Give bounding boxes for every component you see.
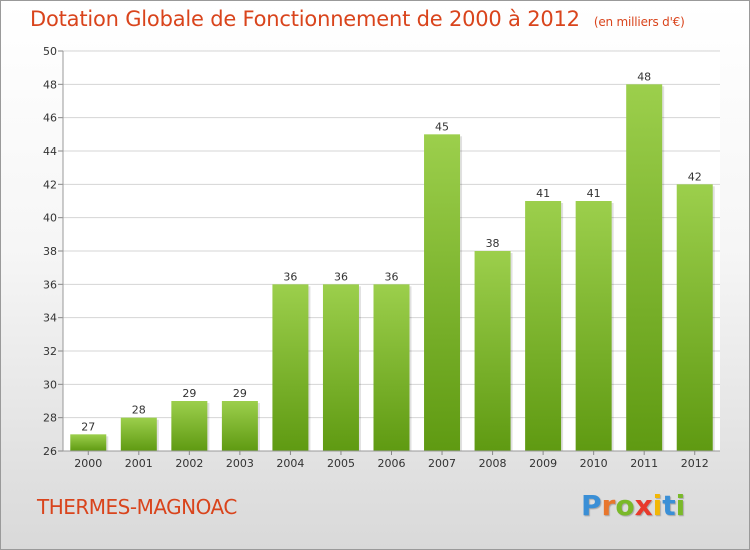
- value-label: 45: [435, 120, 449, 133]
- x-tick-label: 2007: [428, 457, 456, 470]
- value-label: 29: [182, 387, 196, 400]
- logo-letter: o: [615, 489, 635, 522]
- bar: [525, 201, 562, 451]
- proxiti-logo: Proxiti: [581, 489, 685, 522]
- value-label: 29: [233, 387, 247, 400]
- logo-letter: i: [675, 489, 686, 522]
- y-tick-label: 28: [43, 412, 57, 425]
- y-tick-label: 50: [43, 45, 57, 58]
- bar: [676, 184, 713, 452]
- y-tick-label: 34: [43, 312, 57, 325]
- value-label: 36: [385, 270, 399, 283]
- bar: [626, 84, 663, 451]
- y-tick-label: 32: [43, 345, 57, 358]
- y-tick-label: 48: [43, 78, 57, 91]
- bar: [575, 201, 612, 451]
- y-tick-labels: 26 28 30 32 34 36 38 40 42 44 46 48 50: [43, 45, 57, 458]
- y-tick-label: 36: [43, 278, 57, 291]
- logo-letter: x: [634, 489, 653, 522]
- value-label: 41: [587, 187, 601, 200]
- value-label: 36: [283, 270, 297, 283]
- x-tick-label: 2009: [529, 457, 557, 470]
- chart-subtitle: (en milliers d'€): [593, 15, 685, 29]
- bars: [70, 84, 715, 452]
- bar: [373, 284, 410, 451]
- x-tick-label: 2011: [630, 457, 658, 470]
- bar: [221, 401, 258, 451]
- value-label: 36: [334, 270, 348, 283]
- y-tick-label: 38: [43, 245, 57, 258]
- x-tick-label: 2000: [74, 457, 102, 470]
- y-tick-label: 30: [43, 378, 57, 391]
- bar: [120, 417, 157, 451]
- bar: [322, 284, 359, 451]
- value-label: 48: [637, 70, 651, 83]
- x-tick-label: 2005: [327, 457, 355, 470]
- bar: [474, 251, 511, 451]
- y-tick-label: 46: [43, 112, 57, 125]
- y-tick-label: 40: [43, 212, 57, 225]
- commune-name: THERMES-MAGNOAC: [37, 495, 237, 519]
- y-tick-label: 26: [43, 445, 57, 458]
- bar: [424, 134, 461, 452]
- x-tick-label: 2002: [175, 457, 203, 470]
- logo-letter: i: [652, 489, 663, 522]
- axes: [62, 51, 720, 455]
- x-tick-labels: 2000 2001 2002 2003 2004 2005 2006 2007 2008 2009…: [74, 457, 708, 470]
- x-tick-label: 2008: [479, 457, 507, 470]
- x-tick-label: 2010: [580, 457, 608, 470]
- bar: [171, 401, 208, 451]
- y-tick-label: 44: [43, 145, 57, 158]
- bar: [272, 284, 309, 451]
- value-label: 41: [536, 187, 550, 200]
- value-label: 28: [132, 404, 146, 417]
- chart-title-row: Dotation Globale de Fonctionnement de 20…: [30, 7, 685, 31]
- logo-letter: t: [662, 489, 676, 522]
- x-tick-label: 2004: [276, 457, 304, 470]
- x-tick-label: 2006: [378, 457, 406, 470]
- value-label: 27: [81, 420, 95, 433]
- value-label: 42: [688, 170, 702, 183]
- x-tick-label: 2012: [681, 457, 709, 470]
- bar: [70, 434, 107, 451]
- value-label: 38: [486, 237, 500, 250]
- logo-letter: r: [601, 489, 616, 522]
- value-labels: 27 28 29 29 36 36 36 45 38 41 41 48 42: [81, 70, 701, 433]
- y-tick-label: 42: [43, 178, 57, 191]
- chart-title: Dotation Globale de Fonctionnement de 20…: [30, 7, 580, 31]
- logo-letter: P: [581, 489, 602, 522]
- x-tick-label: 2001: [125, 457, 153, 470]
- x-tick-label: 2003: [226, 457, 254, 470]
